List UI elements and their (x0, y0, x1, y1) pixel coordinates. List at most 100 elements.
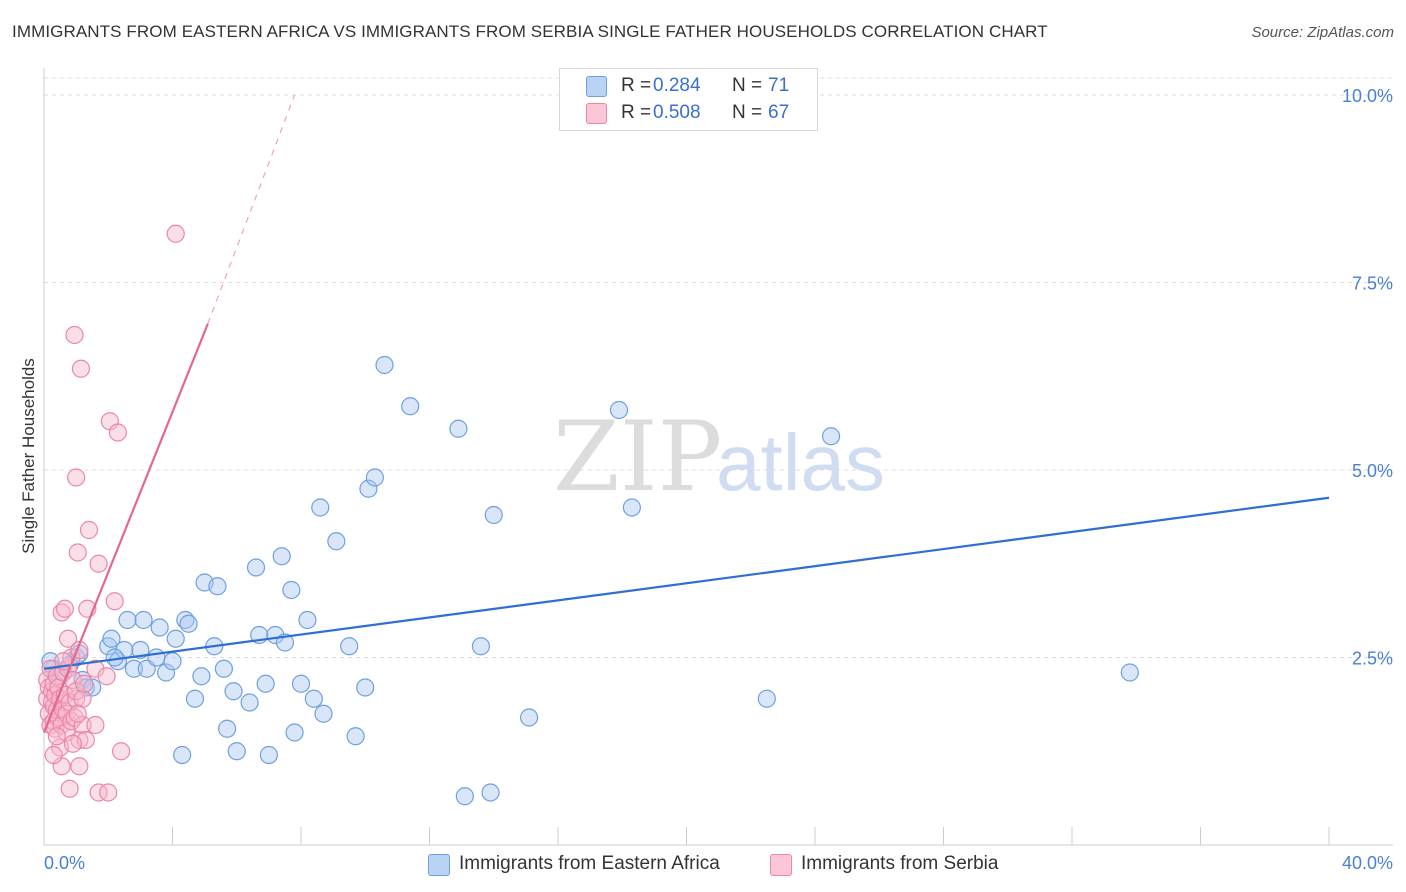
data-point-serbia (105, 592, 124, 611)
watermark-zip: ZIP (553, 401, 722, 513)
data-point-eastern-africa (118, 610, 137, 630)
data-point-eastern-africa (821, 427, 841, 446)
data-point-eastern-africa (256, 674, 275, 693)
data-point-serbia (67, 689, 86, 708)
legend-r-value: 0.508 (653, 102, 701, 123)
data-point-eastern-africa (173, 745, 192, 765)
data-point-eastern-africa (246, 558, 266, 577)
data-point-serbia (63, 734, 83, 753)
legend-r-label: R = (621, 75, 652, 96)
data-point-eastern-africa (356, 678, 375, 697)
data-point-eastern-africa (134, 610, 153, 630)
data-point-eastern-africa (365, 468, 384, 487)
data-point-eastern-africa (359, 479, 378, 498)
y-tick-label: 2.5% (1352, 649, 1393, 669)
data-point-serbia (73, 715, 92, 735)
data-point-eastern-africa (471, 637, 490, 656)
data-point-eastern-africa (102, 629, 121, 648)
data-point-eastern-africa (192, 667, 211, 686)
y-tick-label: 7.5% (1352, 274, 1393, 294)
data-point-eastern-africa (124, 659, 144, 678)
data-point-serbia (44, 745, 63, 765)
data-point-serbia (58, 629, 78, 648)
data-point-serbia (47, 727, 66, 746)
data-point-eastern-africa (327, 532, 346, 551)
data-point-serbia (89, 783, 108, 802)
data-point-eastern-africa (150, 618, 169, 637)
stats-legend: R = 0.284 N = 71 R = 0.508 N = 67 (559, 68, 818, 131)
data-point-serbia (89, 554, 108, 573)
data-point-eastern-africa (208, 577, 227, 596)
legend-swatch-blue (586, 76, 607, 97)
data-point-eastern-africa (481, 783, 500, 802)
legend-r-value: 0.284 (653, 75, 701, 96)
y-tick-labels: 2.5% 5.0% 7.5% 10.0% (1342, 86, 1393, 669)
bottom-legend-label: Immigrants from Eastern Africa (459, 853, 720, 874)
grid-lines (44, 77, 1393, 658)
data-point-eastern-africa (484, 505, 503, 525)
data-point-eastern-africa (185, 689, 205, 708)
data-point-serbia (75, 674, 94, 693)
data-point-eastern-africa (41, 652, 60, 671)
data-point-serbia (60, 779, 79, 798)
data-point-eastern-africa (166, 629, 185, 648)
data-point-eastern-africa (227, 742, 246, 761)
data-point-serbia (97, 667, 116, 686)
data-point-eastern-africa (401, 397, 420, 416)
data-point-serbia (68, 543, 87, 562)
data-point-serbia (79, 520, 99, 540)
data-point-serbia (71, 359, 91, 378)
bottom-legend-label: Immigrants from Serbia (801, 853, 999, 874)
data-point-serbia (86, 715, 105, 735)
data-point-eastern-africa (609, 400, 629, 420)
data-point-serbia (70, 757, 89, 776)
data-point-eastern-africa (449, 419, 468, 438)
data-point-eastern-africa (179, 614, 198, 633)
source-credit: Source: ZipAtlas.com (1251, 24, 1394, 41)
trend-line-serbia (42, 323, 209, 733)
x-tick-label-max: 40.0% (1342, 853, 1393, 873)
data-point-eastern-africa (285, 723, 304, 742)
x-tick-label-min: 0.0% (44, 853, 85, 873)
legend-n-value: 71 (768, 75, 790, 96)
legend-n-value: 67 (768, 102, 790, 123)
series-serbia-points (38, 224, 185, 802)
axes (43, 68, 1393, 846)
data-point-eastern-africa (259, 745, 278, 765)
trend-line-eastern-africa (43, 496, 1330, 670)
data-point-eastern-africa (156, 663, 176, 682)
y-tick-label: 10.0% (1342, 86, 1393, 106)
legend-r-label: R = (621, 102, 652, 123)
y-tick-label: 5.0% (1352, 461, 1393, 481)
chart-title: IMMIGRANTS FROM EASTERN AFRICA VS IMMIGR… (12, 22, 1048, 41)
data-point-eastern-africa (340, 637, 359, 656)
data-point-eastern-africa (622, 498, 641, 517)
data-point-eastern-africa (314, 704, 333, 723)
data-point-eastern-africa (346, 727, 365, 746)
legend-n-label: N = (732, 75, 763, 96)
data-point-eastern-africa (304, 689, 323, 708)
data-point-eastern-africa (455, 787, 474, 806)
trend-lines (42, 94, 1330, 733)
data-point-serbia (108, 423, 127, 442)
data-point-serbia (99, 783, 118, 802)
data-point-eastern-africa (291, 674, 311, 693)
data-point-serbia (111, 742, 131, 761)
data-point-serbia (55, 599, 74, 618)
y-axis-label: Single Father Households (19, 358, 38, 554)
data-point-eastern-africa (214, 659, 233, 678)
data-point-eastern-africa (757, 689, 776, 708)
legend-n-label: N = (732, 102, 763, 123)
data-point-eastern-africa (224, 682, 243, 701)
data-point-serbia (67, 468, 86, 487)
data-point-eastern-africa (218, 719, 237, 738)
data-point-eastern-africa (298, 610, 317, 630)
data-point-serbia (68, 704, 87, 723)
data-point-eastern-africa (375, 355, 394, 375)
data-point-eastern-africa (311, 498, 330, 517)
data-point-eastern-africa (240, 693, 259, 712)
data-point-eastern-africa (1120, 663, 1139, 682)
watermark: ZIP atlas (553, 401, 885, 513)
data-point-serbia (65, 325, 84, 345)
